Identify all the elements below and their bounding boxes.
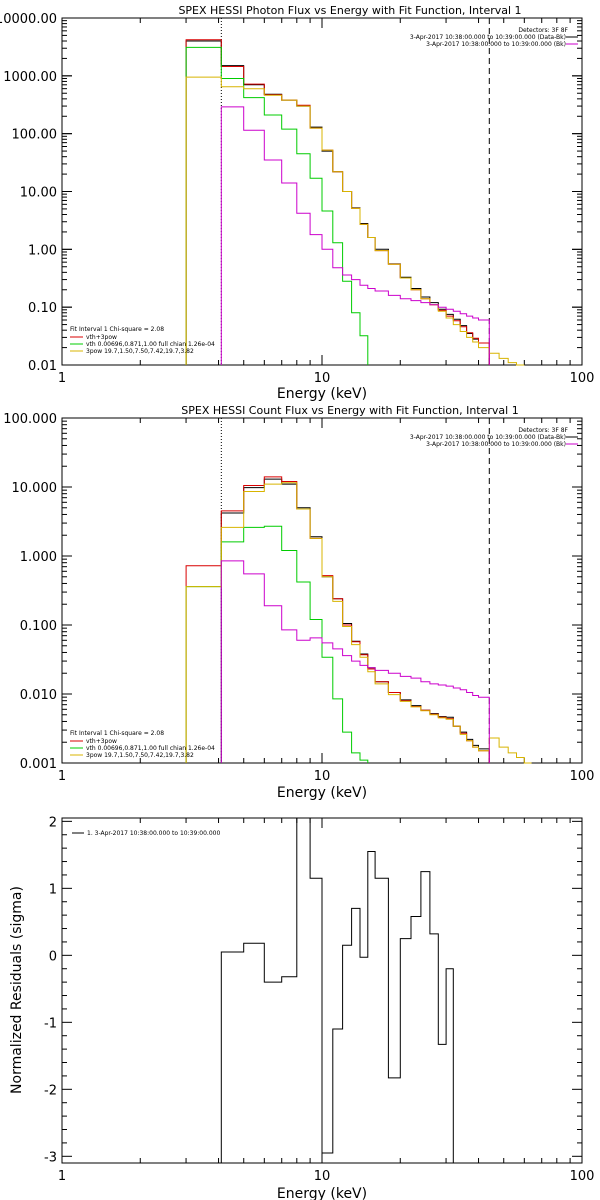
y-tick-label: -1: [44, 1016, 57, 1031]
y-tick-label: 0.01: [28, 359, 57, 374]
legend-detectors: Detectors: 3F 8F: [518, 427, 568, 434]
y-tick-label: 1000.00: [3, 70, 57, 85]
y-axis-label: Normalized Residuals (sigma): [9, 886, 25, 1094]
legend-vth3pow-label: vth+3pow: [86, 334, 117, 341]
legend-residual-label: 1. 3-Apr-2017 10:38:00.000 to 10:39:00.0…: [87, 830, 220, 837]
legend-vth-label: vth 0.00696,0.871,1.00 full chian 1.26e-…: [86, 745, 215, 752]
series-line-total: [185, 40, 490, 365]
legend-data-label: 3-Apr-2017 10:38:00.000 to 10:39:00.000 …: [410, 434, 566, 441]
legend-bottom: Fit Interval 1 Chi-square = 2.08 vth+3po…: [70, 326, 215, 355]
legend-3pow-label: 3pow 19.7,1.50,7.50,7.42,19.7,3.82: [86, 752, 194, 759]
legend-bk-label: 3-Apr-2017 10:38:00.000 to 10:39:00.000 …: [426, 441, 566, 448]
y-tick-label: 1.00: [28, 243, 57, 258]
x-axis-label: Energy (keV): [277, 386, 367, 402]
y-tick-label: 0.10: [28, 301, 57, 316]
residuals-plot: Energy (keV) Normalized Residuals (sigma…: [9, 815, 594, 1200]
y-tick-label: 0.100: [20, 619, 57, 634]
series-line-total: [220, 478, 490, 763]
x-tick-label: 100: [570, 371, 595, 386]
y-tick-label: 2: [49, 815, 57, 830]
x-axis-label: Energy (keV): [277, 785, 367, 801]
y-tick-label: -3: [44, 1150, 57, 1165]
y-tick-label: 10000.00: [0, 12, 57, 27]
legend-top: Detectors: 3F 8F 3-Apr-2017 10:38:00.000…: [410, 27, 578, 48]
series-line-vth_3pow: [185, 39, 490, 365]
y-tick-label: -2: [44, 1083, 57, 1098]
x-axis-label: Energy (keV): [277, 1186, 367, 1200]
x-tick-label: 10: [314, 371, 331, 386]
legend-detectors: Detectors: 3F 8F: [518, 27, 568, 34]
legend-fit-interval: Fit Interval 1 Chi-square = 2.08: [70, 326, 164, 333]
y-tick-label: 0: [49, 949, 57, 964]
y-tick-label: 0.001: [20, 757, 57, 772]
count-flux-plot: SPEX HESSI Count Flux vs Energy with Fit…: [3, 404, 594, 801]
series-line-pow: [185, 76, 525, 366]
legend-3pow-label: 3pow 19.7,1.50,7.50,7.42,19.7,3.82: [86, 348, 194, 355]
y-tick-label: 1: [49, 882, 57, 897]
series-line-vth: [185, 525, 369, 763]
legend-bk-label: 3-Apr-2017 10:38:00.000 to 10:39:00.000 …: [426, 41, 566, 48]
series-line-total: [220, 817, 454, 1163]
plot-title: SPEX HESSI Photon Flux vs Energy with Fi…: [178, 4, 521, 17]
legend-bottom: Fit Interval 1 Chi-square = 2.08 vth+3po…: [70, 730, 215, 759]
y-tick-label: 100.000: [3, 412, 57, 427]
x-tick-label: 100: [570, 769, 595, 784]
y-tick-label: 10.00: [20, 186, 57, 201]
x-tick-label: 1: [58, 1169, 66, 1184]
series-line-vth: [185, 46, 369, 365]
x-tick-label: 10: [314, 769, 331, 784]
x-tick-label: 10: [314, 1169, 331, 1184]
y-tick-label: 0.010: [20, 688, 57, 703]
x-tick-label: 100: [570, 1169, 595, 1184]
legend-fit-interval: Fit Interval 1 Chi-square = 2.08: [70, 730, 164, 737]
y-tick-label: 10.000: [12, 481, 58, 496]
y-tick-label: 100.00: [12, 128, 58, 143]
legend-top: 1. 3-Apr-2017 10:38:00.000 to 10:39:00.0…: [72, 830, 220, 837]
series-line-pow: [185, 482, 532, 764]
series-line-vth_3pow: [185, 476, 490, 763]
series-line-bk: [220, 560, 490, 763]
legend-data-label: 3-Apr-2017 10:38:00.000 to 10:39:00.000 …: [410, 34, 566, 41]
plot-frame: [61, 417, 583, 764]
x-tick-label: 1: [58, 371, 66, 386]
legend-top: Detectors: 3F 8F 3-Apr-2017 10:38:00.000…: [410, 427, 578, 448]
photon-flux-plot: SPEX HESSI Photon Flux vs Energy with Fi…: [0, 4, 594, 402]
legend-vth-label: vth 0.00696,0.871,1.00 full chian 1.26e-…: [86, 341, 215, 348]
series-line-bk: [220, 106, 490, 365]
y-tick-label: 1.000: [20, 550, 57, 565]
x-tick-label: 1: [58, 769, 66, 784]
plot-title: SPEX HESSI Count Flux vs Energy with Fit…: [181, 404, 518, 417]
legend-vth3pow-label: vth+3pow: [86, 738, 117, 745]
